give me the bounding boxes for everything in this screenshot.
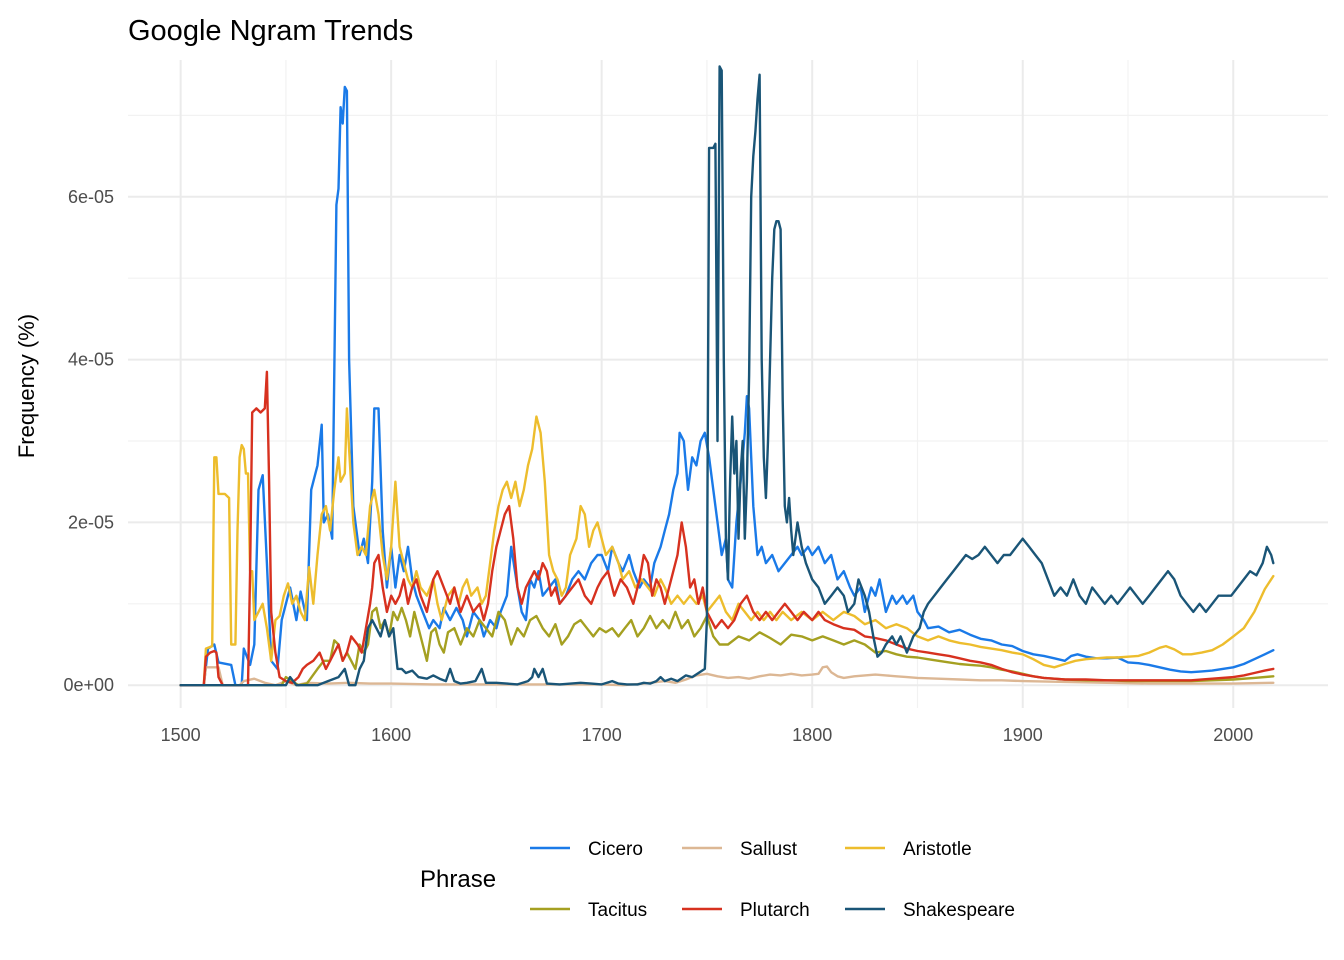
legend-item-cicero: Cicero (530, 839, 643, 860)
grid (128, 60, 1328, 708)
legend-label: Cicero (588, 839, 643, 860)
legend-title: Phrase (420, 866, 496, 893)
x-tick-label: 1600 (371, 725, 411, 745)
legend: Phrase Cicero Sallust Aristotle Tacitus Plut… (420, 839, 1015, 921)
chart-title: Google Ngram Trends (128, 15, 413, 47)
x-tick-label: 1500 (161, 725, 201, 745)
y-tick-label: 6e-05 (68, 187, 114, 207)
y-axis-title: Frequency (%) (14, 314, 39, 458)
series-layer (179, 65, 1275, 687)
y-tick-label: 4e-05 (68, 350, 114, 370)
x-axis-ticks: 1500 1600 1700 1800 1900 2000 (161, 725, 1254, 745)
x-tick-label: 1700 (582, 725, 622, 745)
legend-label: Plutarch (740, 900, 810, 921)
legend-label: Sallust (740, 839, 798, 860)
x-tick-label: 1800 (792, 725, 832, 745)
series-line-cicero (179, 85, 1275, 687)
legend-item-aristotle: Aristotle (845, 839, 972, 860)
x-tick-label: 2000 (1213, 725, 1253, 745)
legend-item-plutarch: Plutarch (682, 900, 810, 921)
series-line-shakespeare (179, 65, 1275, 687)
y-tick-label: 0e+00 (63, 675, 114, 695)
legend-item-shakespeare: Shakespeare (845, 900, 1015, 921)
x-tick-label: 1900 (1003, 725, 1043, 745)
legend-label: Shakespeare (903, 900, 1015, 921)
legend-item-sallust: Sallust (682, 839, 798, 860)
y-axis-ticks: 0e+00 2e-05 4e-05 6e-05 (63, 187, 114, 695)
legend-label: Tacitus (588, 900, 647, 921)
legend-item-tacitus: Tacitus (530, 900, 647, 921)
y-tick-label: 2e-05 (68, 512, 114, 532)
series-line-tacitus (179, 606, 1275, 687)
legend-label: Aristotle (903, 839, 972, 860)
series-line-aristotle (179, 407, 1275, 687)
